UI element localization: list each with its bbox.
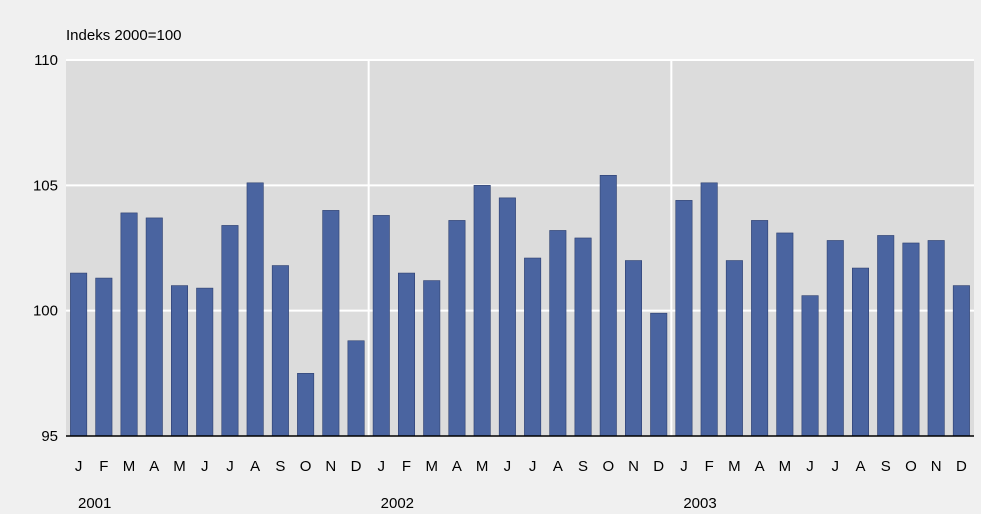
bar [145,217,163,437]
x-tick-label: N [325,458,336,475]
bar [95,277,113,437]
bar [675,200,693,437]
bar [246,182,264,437]
bar [549,230,567,437]
bar [599,175,617,437]
bar [776,232,794,437]
bar [524,257,542,437]
x-tick-label: J [75,458,83,475]
x-tick-label: N [628,458,639,475]
bar [322,210,340,437]
y-tick-label: 95 [41,428,58,445]
x-tick-label: A [250,458,260,475]
x-tick-label: F [99,458,108,475]
x-tick-label: J [806,458,814,475]
x-tick-label: M [173,458,186,475]
x-tick-label: F [705,458,714,475]
bar [927,240,945,437]
y-tick-label: 110 [34,52,58,69]
bar [902,242,920,437]
x-tick-label: S [275,458,285,475]
bar [347,340,365,437]
x-tick-label: J [832,458,840,475]
x-tick-label: M [779,458,792,475]
bars [70,175,970,437]
bar [650,312,668,437]
x-tick-label: J [529,458,537,475]
bar [70,272,88,437]
bar [398,272,415,437]
bar [196,287,214,437]
x-tick-label: A [452,458,462,475]
x-tick-label: N [931,458,942,475]
x-tick-label: D [653,458,664,475]
bar [423,280,441,437]
x-tick-label: J [201,458,209,475]
bar [498,197,516,437]
y-axis-title: Indeks 2000=100 [66,27,182,44]
x-tick-label: O [602,458,614,475]
bar [877,235,895,437]
grid-lines [66,59,974,436]
x-tick-label: A [755,458,765,475]
x-tick-label: D [351,458,362,475]
x-tick-label: S [881,458,891,475]
bar [700,182,718,437]
y-tick-label: 105 [33,177,58,194]
x-tick-label: A [553,458,563,475]
bar [473,185,491,437]
x-tick-label: M [425,458,438,475]
x-tick-label: F [402,458,411,475]
bar [271,265,289,437]
x-tick-label: O [300,458,312,475]
bar [852,267,869,437]
x-tick-label: M [728,458,741,475]
year-labels: 2001 2002 2003 [78,495,717,512]
bar [725,260,743,437]
bar [171,285,188,437]
x-tick-label: S [578,458,588,475]
x-tick-label: J [378,458,386,475]
year-label: 2003 [683,495,716,512]
x-tick-label: M [476,458,489,475]
x-tick-label: A [855,458,865,475]
bar [751,220,769,437]
x-tick-label: J [226,458,234,475]
y-axis: 95 100 105 110 [33,52,58,445]
x-tick-label: J [504,458,512,475]
bar [297,373,315,437]
bar [120,212,138,437]
bar [221,225,239,437]
bar [372,215,390,437]
x-tick-label: J [680,458,688,475]
y-tick-label: 100 [33,303,58,320]
plot-area [66,60,974,436]
bar [574,237,592,437]
bar [826,240,844,437]
x-tick-label: M [123,458,136,475]
bar [448,220,466,437]
bar [801,295,819,437]
bar [625,260,642,437]
year-label: 2001 [78,495,111,512]
year-label: 2002 [381,495,414,512]
bar [952,285,970,437]
x-tick-label: O [905,458,917,475]
x-tick-label: D [956,458,967,475]
x-tick-label: A [149,458,159,475]
